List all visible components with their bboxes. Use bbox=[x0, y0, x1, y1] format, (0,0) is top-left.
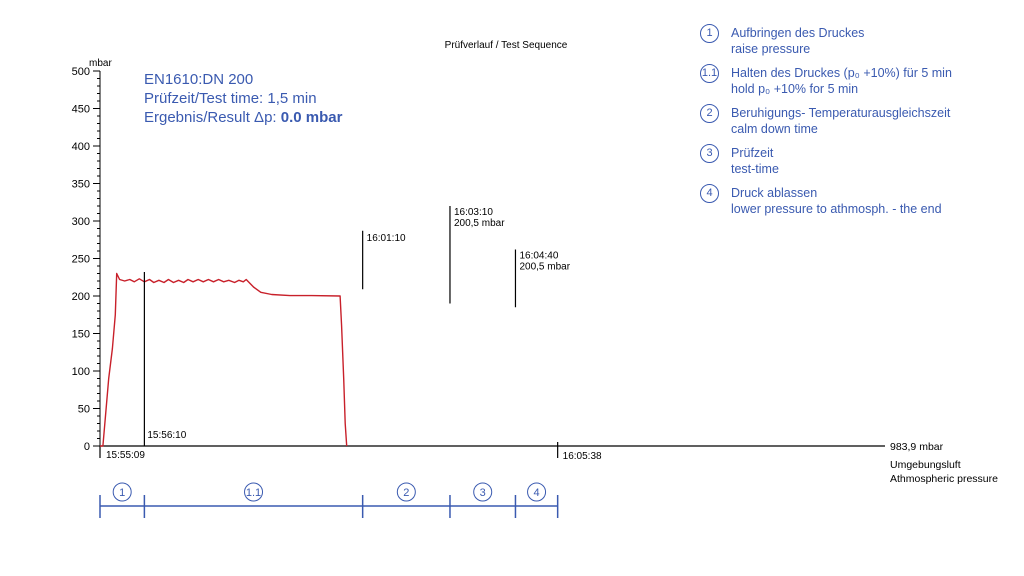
y-tick-label: 350 bbox=[72, 179, 90, 191]
phase-number-icon: 3 bbox=[700, 144, 719, 163]
legend-text-en: hold p₀ +10% for 5 min bbox=[731, 82, 859, 96]
phase-marker-circle bbox=[112, 482, 132, 502]
legend-text-de: Druck ablassen bbox=[731, 186, 818, 200]
legend-text-en: test-time bbox=[731, 162, 779, 176]
y-tick-label: 200 bbox=[72, 291, 90, 303]
pressure-curve bbox=[100, 272, 348, 447]
marker-value-label: 200,5 mbar bbox=[454, 218, 505, 229]
phase-marker-label: 2 bbox=[403, 487, 409, 499]
standard-label: EN1610:DN 200 bbox=[144, 71, 254, 88]
phase-number-icon: 4 bbox=[700, 184, 719, 203]
phase-number-icon: 1.1 bbox=[700, 64, 719, 83]
y-axis-label: mbar bbox=[89, 58, 112, 69]
result-value: 0.0 mbar bbox=[280, 109, 343, 126]
legend-text-de: Halten des Druckes (p₀ +10%) für 5 min bbox=[731, 66, 952, 80]
y-tick-label: 150 bbox=[72, 329, 90, 341]
y-tick-label: 250 bbox=[72, 254, 90, 266]
phase-marker-circle bbox=[396, 482, 416, 502]
result-prefix: Ergebnis/Result Δp: bbox=[144, 109, 281, 126]
result-label: Ergebnis/Result Δp: 0.0 mbar bbox=[144, 108, 342, 127]
phase-marker-label: 4 bbox=[533, 487, 539, 499]
legend-text-en: raise pressure bbox=[731, 42, 811, 56]
end-time-label: 16:05:38 bbox=[563, 451, 602, 462]
phase-marker-circle bbox=[244, 482, 264, 502]
phase-number-icon: 2 bbox=[700, 104, 719, 123]
legend-text-de: Prüfzeit bbox=[731, 146, 774, 160]
legend-item: 2 Beruhigungs- Temperaturausgleichszeit c… bbox=[700, 104, 1020, 144]
legend-text-de: Aufbringen des Druckes bbox=[731, 26, 865, 40]
phase-marker-circle bbox=[527, 482, 547, 502]
legend-text-en: calm down time bbox=[731, 122, 818, 136]
legend-item: 1 Aufbringen des Druckes raise pressure bbox=[700, 24, 1020, 64]
y-tick-label: 50 bbox=[78, 404, 90, 416]
legend-item: 4 Druck ablassen lower pressure to athmos… bbox=[700, 184, 1020, 224]
y-tick-label: 500 bbox=[72, 66, 90, 78]
marker-time-label: 16:01:10 bbox=[367, 233, 406, 244]
start-time-label: 15:55:09 bbox=[106, 450, 145, 461]
phase-marker-circle bbox=[473, 482, 493, 502]
marker-value-label: 200,5 mbar bbox=[519, 262, 570, 273]
y-tick-label: 0 bbox=[84, 441, 90, 453]
test-info-block: EN1610:DN 200 Prüfzeit/Test time: 1,5 mi… bbox=[144, 70, 342, 127]
ambient-label: Athmospheric pressure bbox=[890, 473, 998, 485]
y-tick-label: 450 bbox=[72, 104, 90, 116]
legend-text-de: Beruhigungs- Temperaturausgleichszeit bbox=[731, 106, 951, 120]
test-time-label: Prüfzeit/Test time: 1,5 min bbox=[144, 90, 317, 107]
y-tick-label: 300 bbox=[72, 216, 90, 228]
legend-item: 1.1 Halten des Druckes (p₀ +10%) für 5 m… bbox=[700, 64, 1020, 104]
chart-title: Prüfverlauf / Test Sequence bbox=[445, 40, 568, 51]
y-tick-label: 100 bbox=[72, 366, 90, 378]
phase-marker-label: 3 bbox=[480, 487, 486, 499]
phase-legend: 1 Aufbringen des Druckes raise pressure 1… bbox=[700, 24, 1020, 224]
marker-time-label: 16:03:10 bbox=[454, 207, 493, 218]
phase-number-icon: 1 bbox=[700, 24, 719, 43]
phase-marker-label: 1 bbox=[119, 487, 125, 499]
marker-time-label: 16:04:40 bbox=[519, 251, 558, 262]
ambient-label: Umgebungsluft bbox=[890, 459, 961, 471]
legend-text-en: lower pressure to athmosph. - the end bbox=[731, 202, 942, 216]
marker-time-label: 15:56:10 bbox=[147, 430, 186, 441]
axis-end-label: 983,9 mbar bbox=[890, 441, 944, 453]
phase-marker-label: 1.1 bbox=[246, 487, 261, 499]
y-tick-label: 400 bbox=[72, 141, 90, 153]
legend-item: 3 Prüfzeit test-time bbox=[700, 144, 1020, 184]
